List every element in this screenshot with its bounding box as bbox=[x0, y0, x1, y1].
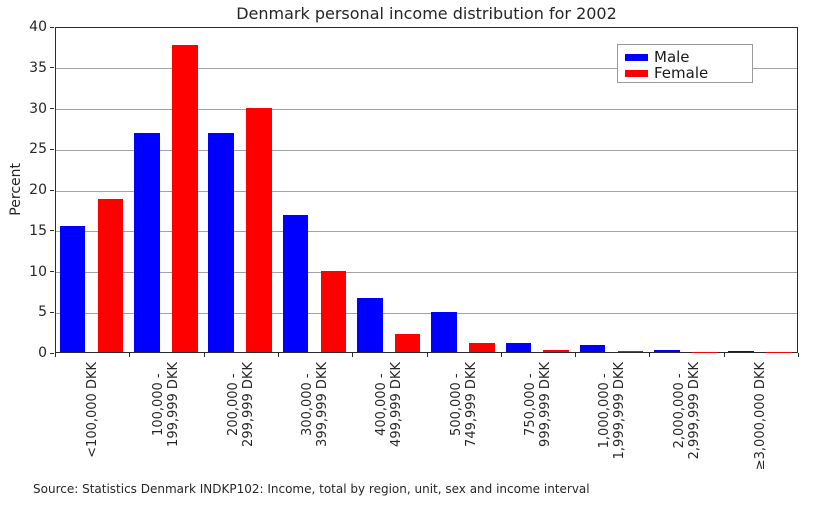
x-axis-category: 100,000 - 199,999 DKK bbox=[129, 362, 203, 447]
x-axis-category: 2,000,000 - 2,999,999 DKK bbox=[649, 362, 723, 459]
x-axis-category: ≥3,000,000 DKK bbox=[724, 362, 798, 470]
x-tick bbox=[723, 353, 725, 357]
x-axis-category-label: 400,000 - 499,999 DKK bbox=[374, 362, 405, 447]
gridline bbox=[56, 272, 797, 273]
y-tick-label: 5 bbox=[38, 304, 47, 321]
x-axis-category-label: <100,000 DKK bbox=[84, 362, 100, 458]
bar-male bbox=[431, 312, 457, 352]
y-tick bbox=[50, 26, 54, 28]
y-tick bbox=[50, 148, 54, 150]
bar-male bbox=[282, 215, 309, 352]
gridline bbox=[56, 68, 797, 70]
source-note: Source: Statistics Denmark INDKP102: Inc… bbox=[33, 482, 590, 496]
x-tick bbox=[129, 353, 131, 357]
x-axis-category: <100,000 DKK bbox=[55, 362, 129, 458]
gridline bbox=[56, 231, 797, 233]
x-tick bbox=[798, 353, 799, 357]
gridline bbox=[56, 109, 797, 110]
y-tick-label: 35 bbox=[29, 59, 47, 76]
bar-female bbox=[617, 351, 644, 352]
chart-title: Denmark personal income distribution for… bbox=[236, 4, 617, 23]
x-tick bbox=[277, 353, 279, 357]
bar-male bbox=[505, 343, 532, 352]
gridline bbox=[56, 149, 797, 151]
bar-female bbox=[766, 351, 792, 352]
y-tick-label: 15 bbox=[29, 222, 47, 239]
bar-male bbox=[59, 225, 86, 352]
legend-label-male: Male bbox=[654, 48, 690, 66]
bar-female bbox=[394, 334, 421, 352]
x-axis-category-label: 200,000 - 299,999 DKK bbox=[225, 362, 256, 447]
plot-area: Male Female bbox=[55, 27, 798, 353]
y-tick-label: 25 bbox=[29, 141, 47, 158]
bar-male bbox=[134, 132, 160, 352]
legend: Male Female bbox=[617, 44, 753, 83]
bar-female bbox=[469, 343, 495, 352]
legend-item-female: Female bbox=[625, 65, 752, 81]
y-tick-label: 0 bbox=[38, 345, 47, 361]
x-tick bbox=[55, 353, 56, 357]
y-tick bbox=[50, 311, 54, 313]
legend-label-female: Female bbox=[654, 64, 709, 82]
x-axis-category-label: 2,000,000 - 2,999,999 DKK bbox=[671, 362, 702, 460]
bar-female bbox=[246, 108, 272, 352]
bar-female bbox=[543, 350, 570, 352]
gridline bbox=[56, 312, 797, 314]
x-tick bbox=[500, 353, 502, 357]
x-axis-category-label: 100,000 - 199,999 DKK bbox=[151, 362, 182, 447]
bar-female bbox=[97, 198, 124, 352]
y-tick bbox=[50, 230, 54, 232]
x-axis-category-label: 1,000,000 - 1,999,999 DKK bbox=[597, 362, 628, 460]
bar-female bbox=[320, 270, 347, 352]
y-tick-label: 40 bbox=[29, 19, 47, 35]
x-axis-category: 1,000,000 - 1,999,999 DKK bbox=[575, 362, 649, 459]
x-tick bbox=[426, 353, 428, 357]
bar-male bbox=[728, 351, 755, 352]
y-tick bbox=[50, 108, 54, 109]
x-axis-category: 500,000 - 749,999 DKK bbox=[427, 362, 501, 447]
x-tick bbox=[575, 353, 577, 357]
x-axis-category: 400,000 - 499,999 DKK bbox=[352, 362, 426, 447]
gridline bbox=[56, 190, 797, 192]
y-tick bbox=[50, 189, 54, 191]
x-axis-category: 200,000 - 299,999 DKK bbox=[204, 362, 278, 447]
bar-male bbox=[654, 350, 680, 352]
x-tick bbox=[203, 353, 205, 357]
x-axis-category: 300,000 - 399,999 DKK bbox=[278, 362, 352, 447]
bar-female bbox=[171, 44, 198, 352]
bar-male bbox=[208, 132, 234, 352]
y-tick bbox=[50, 67, 54, 69]
legend-swatch-male bbox=[625, 53, 648, 61]
legend-swatch-female bbox=[625, 69, 648, 77]
x-tick bbox=[352, 353, 354, 357]
x-tick bbox=[649, 353, 651, 357]
bar-male bbox=[579, 345, 606, 352]
bar-male bbox=[356, 298, 383, 352]
y-tick bbox=[50, 271, 54, 272]
y-tick-label: 30 bbox=[29, 100, 47, 117]
x-axis-category-label: 300,000 - 399,999 DKK bbox=[300, 362, 331, 447]
x-axis-category: 750,000 - 999,999 DKK bbox=[501, 362, 575, 447]
y-tick-label: 20 bbox=[29, 182, 47, 198]
legend-item-male: Male bbox=[625, 49, 752, 65]
y-tick bbox=[50, 352, 54, 354]
x-axis-category-label: ≥3,000,000 DKK bbox=[753, 362, 769, 471]
x-axis-category-label: 500,000 - 749,999 DKK bbox=[448, 362, 479, 447]
x-axis-category-label: 750,000 - 999,999 DKK bbox=[522, 362, 553, 447]
bar-female bbox=[692, 351, 718, 352]
y-tick-label: 10 bbox=[29, 263, 47, 280]
